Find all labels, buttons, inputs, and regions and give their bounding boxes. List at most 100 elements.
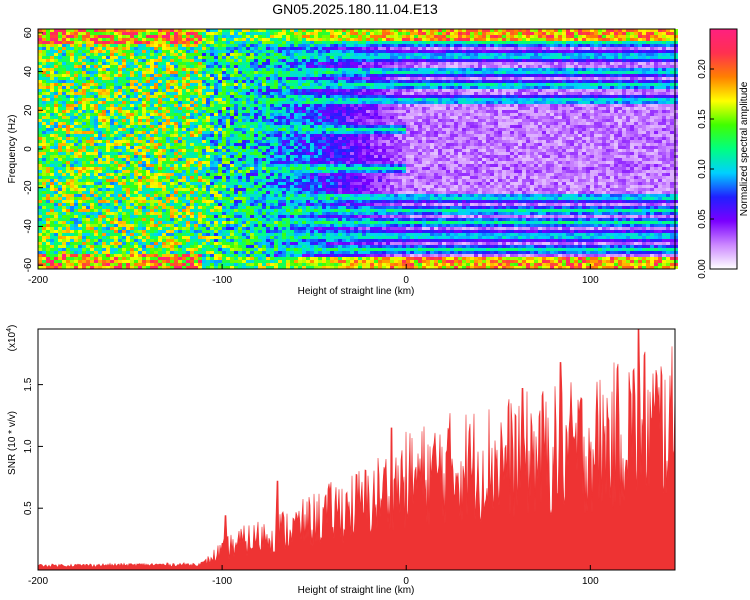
spectrogram-cell <box>198 167 202 170</box>
spectrogram-cell <box>70 155 74 158</box>
spectrogram-cell <box>154 206 158 209</box>
spectrogram-cell <box>182 95 186 98</box>
spectrogram-cell <box>170 110 174 113</box>
spectrogram-cell <box>234 167 238 170</box>
spectrogram-cell <box>98 233 102 236</box>
spectrogram-cell <box>238 62 242 65</box>
spectrogram-cell <box>278 224 282 227</box>
spectrogram-cell <box>82 152 86 155</box>
spectrogram-cell <box>210 92 214 95</box>
spectrogram-cell <box>182 245 186 248</box>
spectrogram-cell <box>174 92 178 95</box>
spectrogram-cell <box>210 41 214 44</box>
spectrogram-cell <box>134 59 138 62</box>
spectrogram-cell <box>274 152 278 155</box>
spectrogram-cell <box>70 32 74 35</box>
spectrogram-cell <box>246 191 250 194</box>
spectrogram-cell <box>86 137 90 140</box>
spectrogram-cell <box>282 236 286 239</box>
spectrogram-cell <box>122 104 126 107</box>
spectrogram-cell <box>102 197 106 200</box>
spectrogram-cell <box>42 62 46 65</box>
spectrogram-cell <box>94 155 98 158</box>
spectrogram-cell <box>178 131 182 134</box>
spectrogram-cell <box>222 245 226 248</box>
spectrogram-cell <box>266 128 270 131</box>
spectrogram-cell <box>54 77 58 80</box>
spectrogram-cell <box>134 50 138 53</box>
spectrogram-cell <box>222 251 226 254</box>
spectrogram-cell <box>94 113 98 116</box>
spectrogram-cell <box>190 251 194 254</box>
spectrogram-cell <box>150 254 154 257</box>
spectrogram-cell <box>130 134 134 137</box>
spectrogram-cell <box>138 173 142 176</box>
spectrogram-cell <box>206 77 210 80</box>
spectrogram-cell <box>174 62 178 65</box>
spectrogram-cell <box>70 212 74 215</box>
spectrogram-cell <box>70 221 74 224</box>
spectrogram-cell <box>102 119 106 122</box>
spectrogram-cell <box>198 116 202 119</box>
spectrogram-cell <box>114 227 118 230</box>
spectrogram-cell <box>94 56 98 59</box>
spectrogram-cell <box>202 188 206 191</box>
spectrogram-cell <box>38 113 42 116</box>
spectrogram-cell <box>186 203 190 206</box>
spectrogram-cell <box>118 194 122 197</box>
spectrogram-cell <box>162 77 166 80</box>
spectrogram-cell <box>286 104 290 107</box>
spectrogram-cell <box>178 116 182 119</box>
spectrogram-cell <box>186 194 190 197</box>
spectrogram-cell <box>74 128 78 131</box>
spectrogram-cell <box>234 251 238 254</box>
spectrogram-cell <box>134 71 138 74</box>
spectrogram-cell <box>58 203 62 206</box>
spectrogram-cell <box>82 257 86 260</box>
spectrogram-cell <box>118 158 122 161</box>
spectrogram-cell <box>242 182 246 185</box>
spectrogram-cell <box>214 143 218 146</box>
spectrogram-cell <box>158 56 162 59</box>
spectrogram-cell <box>170 152 174 155</box>
spectrogram-cell <box>130 128 134 131</box>
spectrogram-cell <box>282 53 286 56</box>
spectrogram-cell <box>282 104 286 107</box>
spectrogram-cell <box>110 146 114 149</box>
spectrogram-cell <box>150 266 154 269</box>
spectrogram-cell <box>90 128 94 131</box>
spectrogram-cell <box>86 233 90 236</box>
spectrogram-cell <box>150 32 154 35</box>
spectrogram-cell <box>58 32 62 35</box>
spectrogram-cell <box>94 122 98 125</box>
spectrogram-cell <box>122 83 126 86</box>
spectrogram-cell <box>266 239 270 242</box>
spectrogram-cell <box>202 38 206 41</box>
spectrogram-cell <box>214 92 218 95</box>
spectrogram-cell <box>190 203 194 206</box>
spectrogram-cell <box>190 110 194 113</box>
spectrogram-cell <box>262 101 266 104</box>
spectrogram-cell <box>238 41 242 44</box>
spectrogram-cell <box>234 152 238 155</box>
spectrogram-cell <box>46 242 50 245</box>
spectrogram-cell <box>58 197 62 200</box>
spectrogram-cell <box>250 86 254 89</box>
spectrogram-cell <box>282 179 286 182</box>
spectrogram-cell <box>174 83 178 86</box>
spectrogram-cell <box>186 266 190 269</box>
spectrogram-cell <box>190 95 194 98</box>
spectrogram-cell <box>62 65 66 68</box>
spectrogram-cell <box>58 56 62 59</box>
spectrogram-cell <box>198 95 202 98</box>
spectrogram-cell <box>134 224 138 227</box>
spectrogram-cell <box>94 74 98 77</box>
spectrogram-cell <box>182 170 186 173</box>
spectrogram-cell <box>46 212 50 215</box>
spectrogram-cell <box>218 44 222 47</box>
spectrogram-cell <box>154 185 158 188</box>
spectrogram-cell <box>94 131 98 134</box>
spectrogram-cell <box>110 158 114 161</box>
spectrogram-cell <box>154 53 158 56</box>
spectrogram-cell <box>274 191 278 194</box>
